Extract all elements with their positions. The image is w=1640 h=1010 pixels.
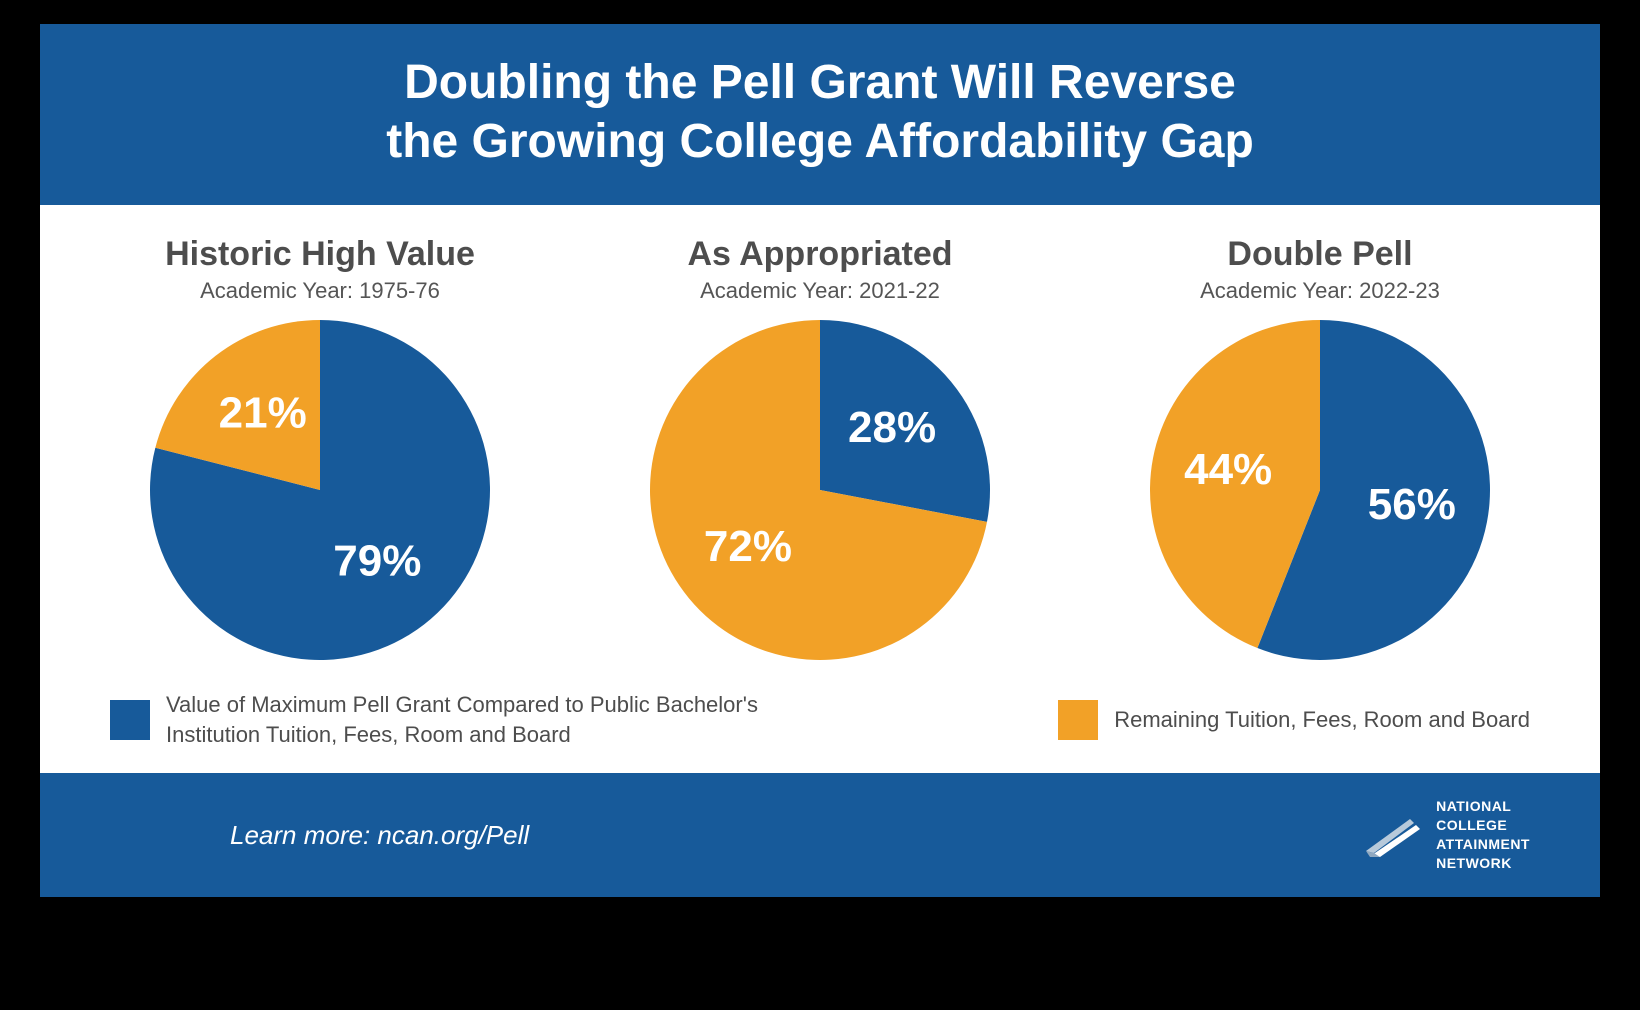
footer-banner: Learn more: ncan.org/Pell NATIONAL COLLE… <box>40 773 1600 897</box>
legend: Value of Maximum Pell Grant Compared to … <box>80 690 1560 749</box>
chart-subtitle: Academic Year: 1975-76 <box>80 278 560 304</box>
chart-title: Historic High Value <box>80 235 560 274</box>
chart-subtitle: Academic Year: 2022-23 <box>1080 278 1560 304</box>
legend-label-remaining: Remaining Tuition, Fees, Room and Board <box>1114 705 1530 735</box>
pie-label: 44% <box>1184 445 1272 494</box>
org-line: COLLEGE <box>1436 817 1507 833</box>
legend-item-pell: Value of Maximum Pell Grant Compared to … <box>110 690 806 749</box>
org-logo-icon <box>1366 811 1422 859</box>
chart-title: As Appropriated <box>580 235 1060 274</box>
pie-wrap: 21% 79% <box>80 320 560 660</box>
main-title: Doubling the Pell Grant Will Reverse the… <box>100 54 1540 171</box>
legend-item-remaining: Remaining Tuition, Fees, Room and Board <box>1058 700 1530 740</box>
title-line-1: Doubling the Pell Grant Will Reverse <box>404 56 1236 109</box>
pie-label: 72% <box>704 522 792 571</box>
pie-label: 79% <box>333 537 421 586</box>
pie-chart: 72% 28% <box>650 320 990 660</box>
body-area: Historic High Value Academic Year: 1975-… <box>40 205 1600 773</box>
pie-label: 28% <box>848 403 936 452</box>
header-banner: Doubling the Pell Grant Will Reverse the… <box>40 24 1600 205</box>
pie-chart: 21% 79% <box>150 320 490 660</box>
org-line: NATIONAL <box>1436 798 1511 814</box>
chart-double-pell: Double Pell Academic Year: 2022-23 44% 56… <box>1080 235 1560 660</box>
pie-wrap: 72% 28% <box>580 320 1060 660</box>
legend-label-pell: Value of Maximum Pell Grant Compared to … <box>166 690 806 749</box>
pie-chart: 44% 56% <box>1150 320 1490 660</box>
chart-historic: Historic High Value Academic Year: 1975-… <box>80 235 560 660</box>
title-line-2: the Growing College Affordability Gap <box>386 115 1254 168</box>
legend-swatch-pell <box>110 700 150 740</box>
chart-title: Double Pell <box>1080 235 1560 274</box>
org-block: NATIONAL COLLEGE ATTAINMENT NETWORK <box>1366 797 1530 873</box>
chart-appropriated: As Appropriated Academic Year: 2021-22 7… <box>580 235 1060 660</box>
charts-row: Historic High Value Academic Year: 1975-… <box>80 235 1560 660</box>
infographic-card: Doubling the Pell Grant Will Reverse the… <box>40 24 1600 897</box>
chart-subtitle: Academic Year: 2021-22 <box>580 278 1060 304</box>
pie-label: 21% <box>219 389 307 438</box>
pie-wrap: 44% 56% <box>1080 320 1560 660</box>
learn-more-text: Learn more: ncan.org/Pell <box>110 820 529 851</box>
org-line: ATTAINMENT <box>1436 836 1530 852</box>
pie-label: 56% <box>1368 480 1456 529</box>
legend-swatch-remaining <box>1058 700 1098 740</box>
org-line: NETWORK <box>1436 855 1512 871</box>
org-name: NATIONAL COLLEGE ATTAINMENT NETWORK <box>1436 797 1530 873</box>
